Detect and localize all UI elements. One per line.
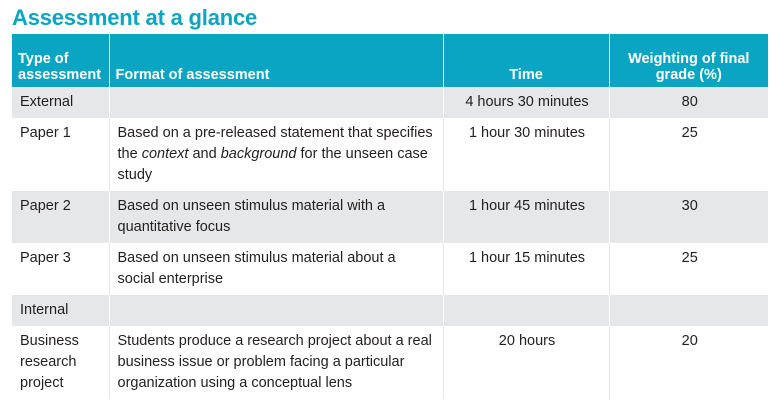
cell-type: Paper 1	[12, 118, 110, 191]
cell-format	[109, 295, 444, 326]
cell-weighting: 80	[609, 87, 768, 118]
cell-type: Paper 2	[12, 191, 110, 243]
cell-format: Based on unseen stimulus material with a…	[109, 191, 444, 243]
cell-type: External	[12, 87, 110, 118]
table-row-paper-1: Paper 1 Based on a pre-released statemen…	[12, 118, 768, 191]
cell-format: Based on a pre-released statement that s…	[109, 118, 444, 191]
page-title: Assessment at a glance	[12, 5, 258, 30]
cell-weighting: 25	[609, 243, 768, 295]
table-row-internal: Internal	[12, 295, 768, 326]
cell-time	[443, 295, 610, 326]
header-type: Type of assessment	[12, 34, 110, 87]
table-header-row: Type of assessment Format of assessment …	[12, 34, 768, 87]
cell-time: 1 hour 15 minutes	[443, 243, 610, 295]
cell-format: Students produce a research project abou…	[109, 326, 444, 399]
format-text: for the unseen case study	[117, 146, 428, 183]
cell-type: Business research project	[12, 326, 110, 399]
cell-time: 1 hour 45 minutes	[443, 191, 610, 243]
cell-weighting	[609, 295, 768, 326]
cell-time: 1 hour 30 minutes	[443, 118, 610, 191]
cell-weighting: 20	[609, 326, 768, 399]
table-row-business-research-project: Business research project Students produ…	[12, 326, 768, 399]
format-text: and	[188, 146, 221, 162]
header-time: Time	[443, 34, 610, 87]
format-emphasis-background: background	[220, 146, 297, 162]
cell-time: 4 hours 30 minutes	[443, 87, 610, 118]
cell-format	[109, 87, 444, 118]
assessment-table: Type of assessment Format of assessment …	[12, 34, 768, 399]
table-row-paper-2: Paper 2 Based on unseen stimulus materia…	[12, 191, 768, 243]
cell-type: Paper 3	[12, 243, 110, 295]
cell-time: 20 hours	[443, 326, 610, 399]
header-format: Format of assessment	[109, 34, 444, 87]
header-weighting: Weighting of final grade (%)	[609, 34, 768, 87]
cell-type: Internal	[12, 295, 110, 326]
format-emphasis-context: context	[141, 146, 189, 162]
format-text: Based on a pre-released statement that s…	[117, 125, 433, 162]
cell-weighting: 25	[609, 118, 768, 191]
cell-format: Based on unseen stimulus material about …	[109, 243, 444, 295]
table-row-paper-3: Paper 3 Based on unseen stimulus materia…	[12, 243, 768, 295]
cell-weighting: 30	[609, 191, 768, 243]
table-row-external: External 4 hours 30 minutes 80	[12, 87, 768, 118]
